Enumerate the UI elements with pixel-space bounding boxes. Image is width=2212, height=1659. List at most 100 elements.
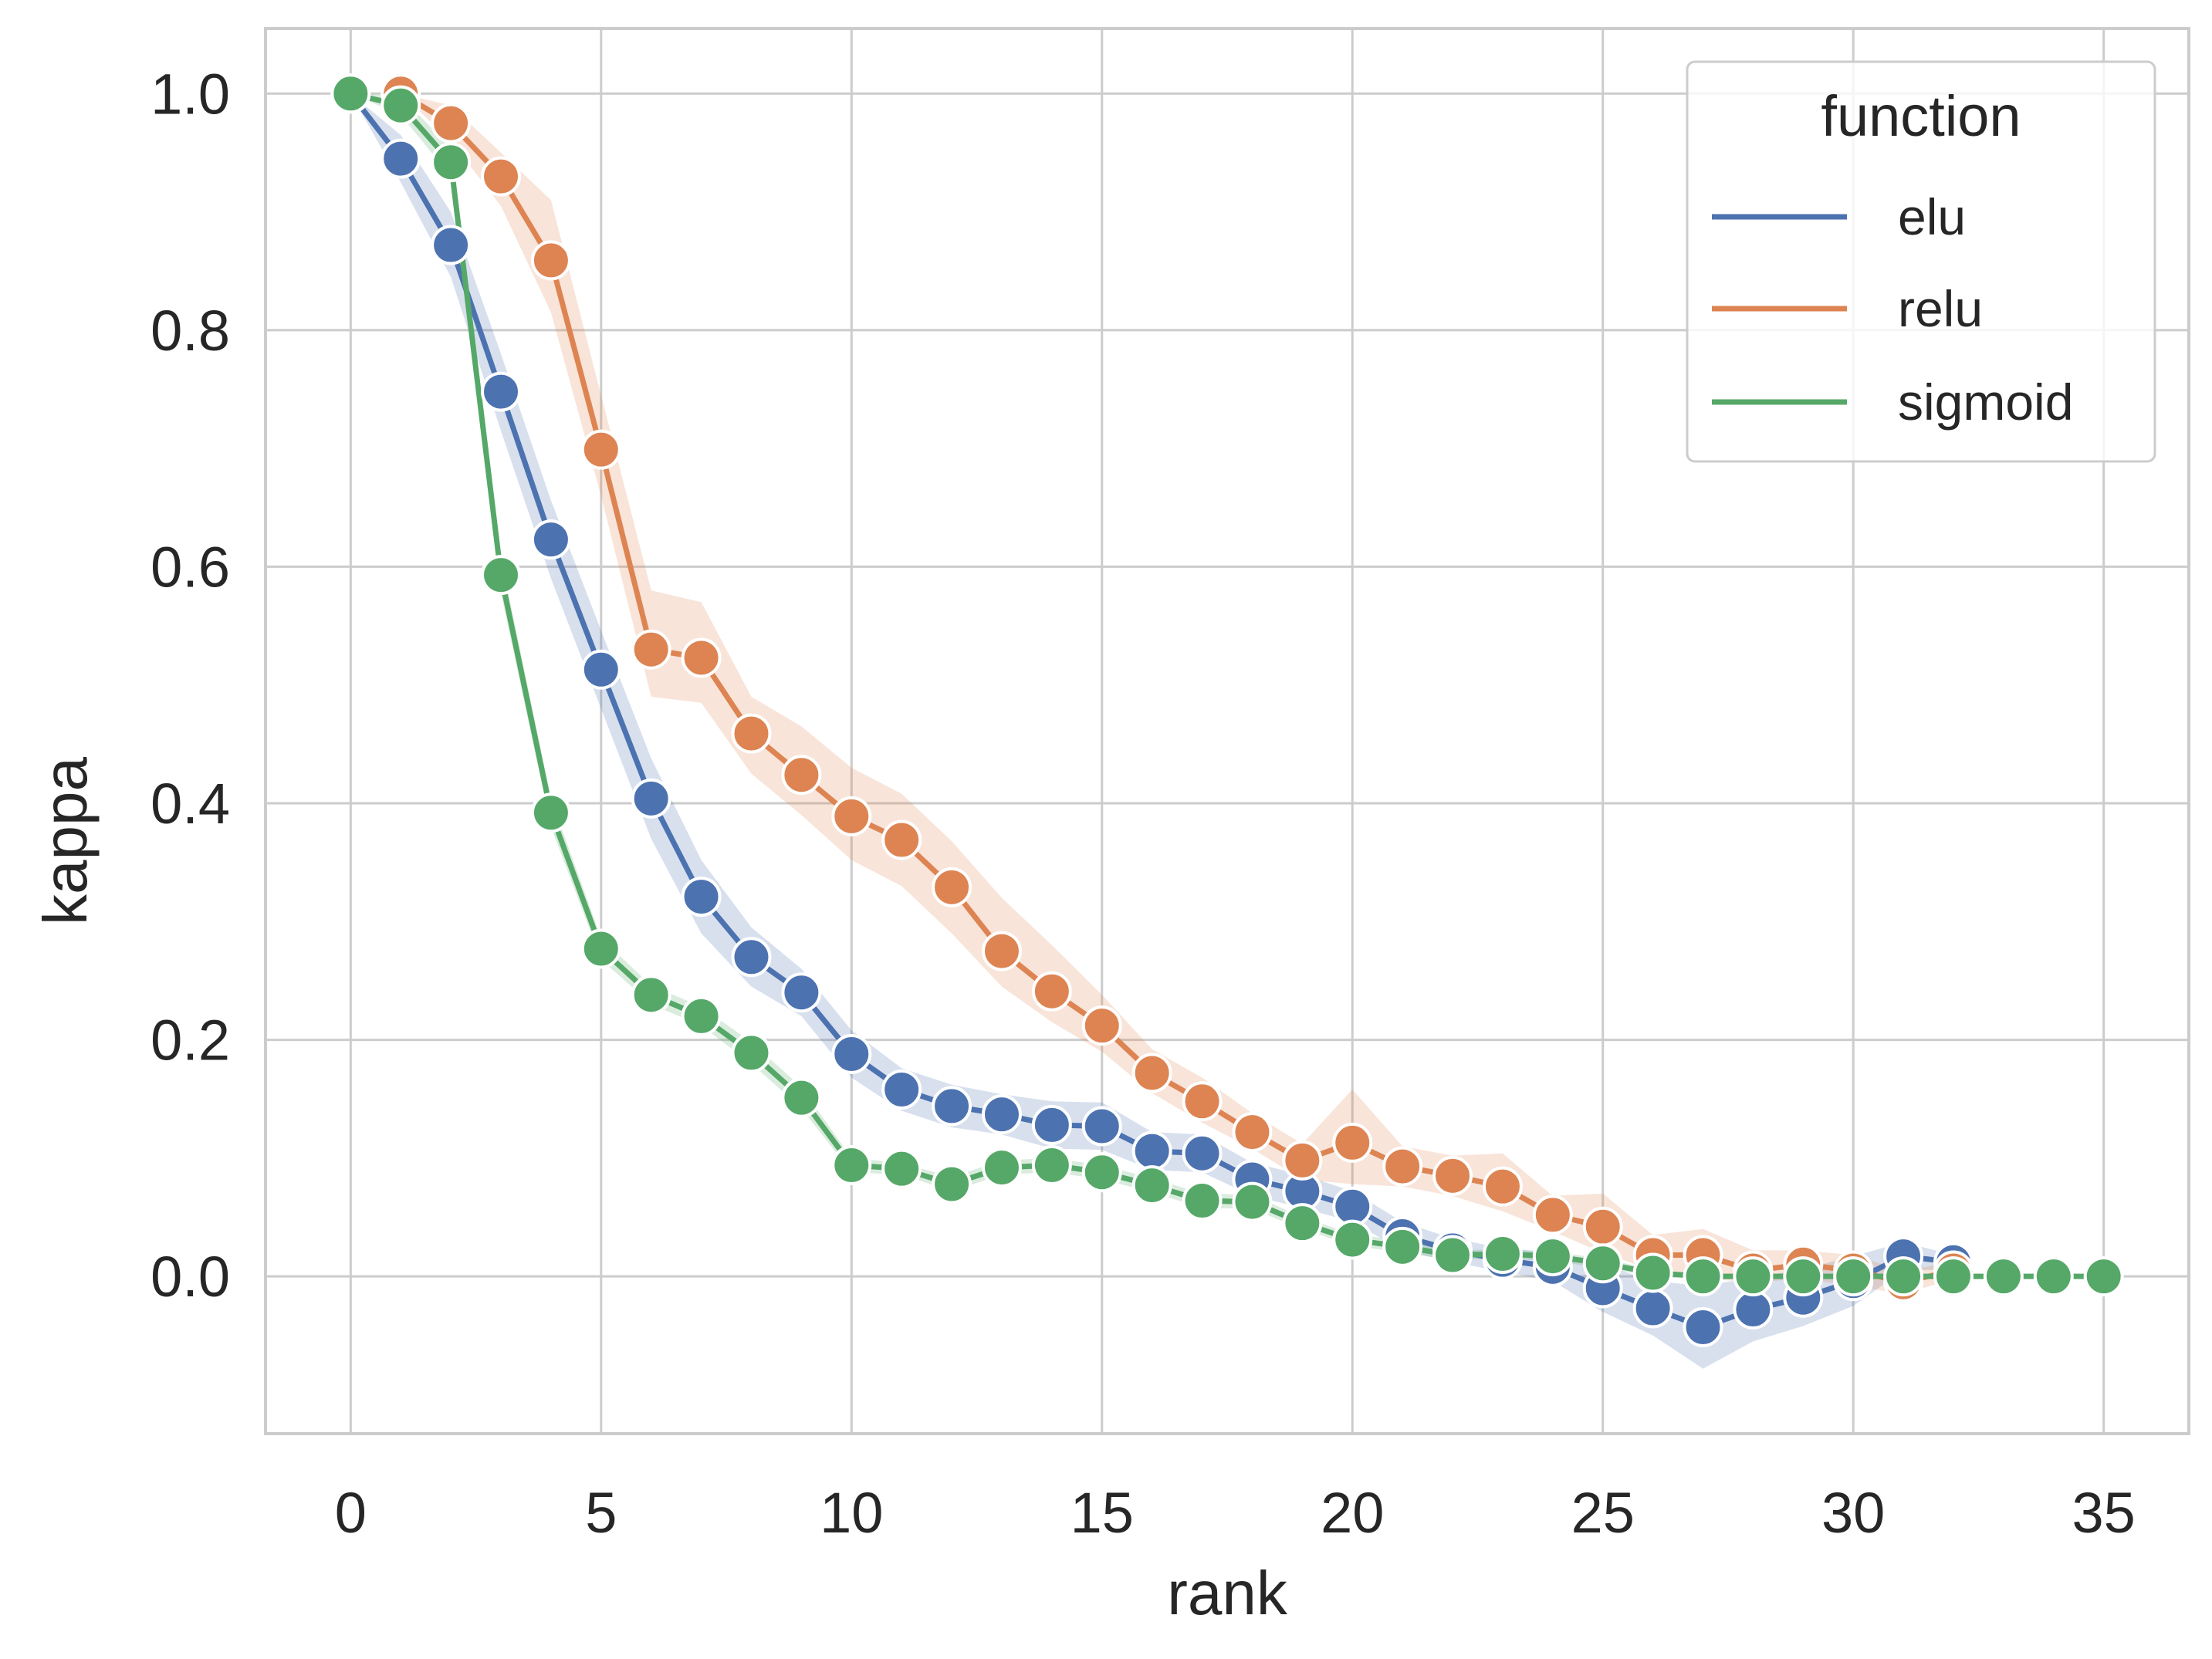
elu-data-point bbox=[831, 1033, 872, 1074]
relu-data-point bbox=[481, 156, 522, 197]
x-tick-label: 30 bbox=[1821, 1481, 1885, 1545]
relu-data-point bbox=[1532, 1194, 1573, 1235]
relu-data-point bbox=[1232, 1112, 1273, 1153]
relu-data-point bbox=[981, 931, 1022, 971]
relu-data-point bbox=[1131, 1053, 1172, 1093]
elu-data-point bbox=[731, 937, 772, 978]
x-tick-label: 25 bbox=[1571, 1481, 1635, 1545]
sigmoid-data-point bbox=[881, 1148, 922, 1189]
elu-data-point bbox=[932, 1086, 972, 1127]
y-tick-label: 0.4 bbox=[151, 772, 230, 836]
elu-data-point bbox=[1332, 1186, 1373, 1227]
elu-data-point bbox=[631, 778, 671, 819]
sigmoid-data-point bbox=[1632, 1252, 1673, 1293]
x-tick-label: 0 bbox=[335, 1481, 367, 1545]
y-tick-label: 0.0 bbox=[151, 1245, 230, 1309]
sigmoid-data-point bbox=[1933, 1256, 1974, 1297]
sigmoid-data-point bbox=[1582, 1243, 1623, 1284]
relu-data-point bbox=[1182, 1081, 1223, 1122]
relu-data-point bbox=[1081, 1005, 1122, 1046]
sigmoid-data-point bbox=[381, 85, 421, 126]
sigmoid-legend-label: sigmoid bbox=[1898, 373, 2073, 431]
confidence-bands bbox=[350, 93, 2104, 1369]
sigmoid-data-point bbox=[1983, 1256, 2024, 1297]
sigmoid-data-point bbox=[1282, 1203, 1323, 1244]
sigmoid-data-point bbox=[1031, 1145, 1072, 1186]
elu-data-point bbox=[881, 1069, 922, 1110]
y-tick-label: 1.0 bbox=[151, 62, 230, 126]
relu-data-point bbox=[580, 429, 621, 470]
elu-data-point bbox=[1081, 1106, 1122, 1147]
sigmoid-data-point bbox=[1683, 1256, 1723, 1297]
y-tick-label: 0.8 bbox=[151, 299, 230, 363]
relu-data-point bbox=[932, 867, 972, 907]
x-tick-label: 10 bbox=[820, 1481, 883, 1545]
relu-data-point bbox=[431, 103, 472, 144]
legend-title: function bbox=[1821, 84, 2021, 148]
relu-data-point bbox=[1482, 1166, 1523, 1207]
sigmoid-data-point bbox=[1833, 1256, 1874, 1297]
sigmoid-data-point bbox=[1131, 1165, 1172, 1206]
sigmoid-data-point bbox=[1182, 1181, 1223, 1221]
series-markers bbox=[330, 73, 2124, 1348]
x-tick-label: 20 bbox=[1321, 1481, 1384, 1545]
legend: function elu relu sigmoid bbox=[1686, 60, 2156, 463]
sigmoid-data-point bbox=[580, 928, 621, 969]
sigmoid-data-point bbox=[530, 792, 571, 833]
sigmoid-data-point bbox=[1482, 1234, 1523, 1275]
legend-box bbox=[1686, 60, 2156, 463]
sigmoid-data-point bbox=[1232, 1181, 1273, 1222]
relu-data-point bbox=[831, 796, 872, 836]
elu-data-point bbox=[580, 649, 621, 690]
relu-data-point bbox=[1031, 971, 1072, 1012]
x-axis-label: rank bbox=[1167, 1559, 1288, 1627]
elu-data-point bbox=[1031, 1104, 1072, 1145]
relu-data-point bbox=[1432, 1155, 1473, 1196]
sigmoid-data-point bbox=[1332, 1219, 1373, 1260]
y-tick-label: 0.6 bbox=[151, 535, 230, 599]
relu-data-point bbox=[631, 629, 671, 670]
sigmoid-data-point bbox=[932, 1164, 972, 1205]
relu-data-point bbox=[1582, 1206, 1623, 1247]
relu-data-point bbox=[731, 713, 772, 754]
sigmoid-data-point bbox=[981, 1147, 1022, 1188]
plot-border bbox=[264, 27, 2190, 1435]
elu-data-point bbox=[481, 371, 522, 412]
x-tick-label: 35 bbox=[2072, 1481, 2136, 1545]
relu-data-point bbox=[681, 637, 722, 678]
sigmoid-data-point bbox=[681, 995, 722, 1036]
relu-confidence-band bbox=[401, 93, 1954, 1295]
relu-data-point bbox=[1382, 1146, 1423, 1187]
elu-data-point bbox=[1131, 1130, 1172, 1171]
relu-legend-label: relu bbox=[1898, 280, 1983, 337]
elu-data-point bbox=[1683, 1307, 1723, 1348]
elu-data-point bbox=[1632, 1288, 1673, 1329]
sigmoid-data-point bbox=[1783, 1256, 1824, 1297]
sigmoid-data-point bbox=[481, 555, 522, 596]
relu-data-point bbox=[1332, 1122, 1373, 1163]
sigmoid-data-point bbox=[1382, 1226, 1423, 1267]
relu-data-point bbox=[1282, 1140, 1323, 1181]
sigmoid-data-point bbox=[631, 975, 671, 1015]
sigmoid-data-point bbox=[1532, 1236, 1573, 1277]
sigmoid-data-point bbox=[2033, 1256, 2074, 1297]
sigmoid-data-point bbox=[1432, 1235, 1473, 1276]
sigmoid-data-point bbox=[781, 1077, 822, 1118]
elu-data-point bbox=[781, 972, 822, 1013]
sigmoid-data-point bbox=[1733, 1256, 1774, 1297]
elu-data-point bbox=[1733, 1289, 1774, 1330]
elu-legend-label: elu bbox=[1898, 188, 1966, 245]
elu-data-point bbox=[1182, 1133, 1223, 1174]
y-tick-label: 0.2 bbox=[151, 1009, 230, 1073]
relu-data-point bbox=[530, 240, 571, 281]
relu-data-point bbox=[781, 755, 822, 796]
legend-entries: elu relu sigmoid bbox=[1712, 188, 2073, 431]
sigmoid-data-point bbox=[1081, 1152, 1122, 1193]
sigmoid-data-point bbox=[1883, 1256, 1924, 1297]
elu-data-point bbox=[431, 225, 472, 265]
sigmoid-data-point bbox=[2083, 1256, 2124, 1297]
tick-labels: 0 5 10 15 20 25 30 35 0.0 0.2 0.4 0.6 0.8 1.0 bbox=[151, 62, 2136, 1545]
elu-data-point bbox=[681, 877, 722, 917]
y-axis-label: kappa bbox=[31, 757, 100, 925]
